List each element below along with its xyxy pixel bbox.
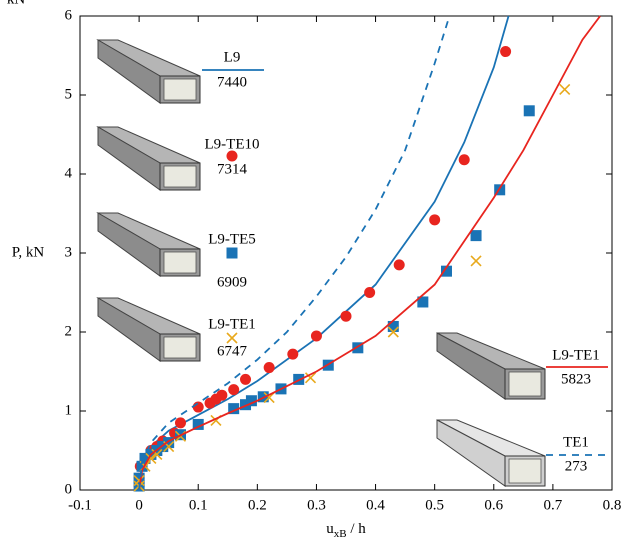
- y-tick-label: 2: [65, 323, 73, 339]
- data-point: [192, 401, 204, 413]
- x-label-sub: xB: [334, 528, 347, 540]
- x-tick-label: 0.7: [544, 497, 563, 513]
- beam-face: [163, 78, 197, 101]
- legend-marker: [226, 247, 238, 259]
- x-tick-label: 0.1: [189, 497, 208, 513]
- data-point: [393, 259, 405, 271]
- data-point: [163, 437, 175, 449]
- data-point: [151, 448, 163, 461]
- legend-label: TE1: [563, 434, 589, 450]
- x-axis-label: uxB / h: [326, 521, 366, 539]
- beam-illustration: [96, 212, 201, 277]
- x-tick-label: 0.2: [248, 497, 267, 513]
- x-label-main: u: [326, 521, 334, 537]
- data-point: [470, 255, 482, 267]
- data-point: [429, 214, 441, 226]
- x-tick-label: 0.3: [307, 497, 326, 513]
- beam-face: [508, 458, 542, 484]
- data-point: [470, 230, 482, 242]
- beam-illustration: [96, 126, 201, 191]
- legend-value: 6747: [217, 343, 248, 359]
- data-point: [245, 395, 257, 407]
- data-point: [139, 452, 151, 464]
- data-line: [138, 15, 451, 491]
- beam-face: [163, 165, 197, 188]
- data-point: [364, 287, 376, 298]
- legend-label: L9-TE1: [208, 316, 255, 332]
- y-tick-label: 1: [65, 402, 73, 418]
- data-point: [352, 342, 364, 354]
- data-point: [500, 46, 512, 58]
- data-point: [136, 460, 148, 472]
- data-point: [304, 372, 317, 384]
- x-tick-label: 0.5: [425, 497, 444, 513]
- beam-illustration: [96, 297, 201, 362]
- legend-label: L9: [224, 49, 241, 65]
- data-point: [559, 83, 571, 96]
- y-axis-unit: kN: [7, 0, 26, 7]
- data-point: [287, 348, 299, 360]
- data-point: [458, 154, 470, 166]
- data-point: [228, 384, 240, 396]
- data-line: [138, 15, 601, 491]
- y-tick-label: 3: [65, 244, 73, 260]
- data-point: [240, 399, 252, 411]
- legend-label: L9-TE5: [208, 231, 255, 247]
- x-tick-label: 0.6: [484, 497, 503, 513]
- data-point: [340, 310, 352, 322]
- data-point: [133, 474, 145, 487]
- y-tick-label: 5: [65, 86, 73, 102]
- data-point: [310, 330, 322, 342]
- beam-illustration: [436, 332, 546, 400]
- legend-label: L9-TE10: [205, 136, 260, 152]
- x-label-rest: / h: [347, 521, 367, 537]
- beam-face: [508, 371, 542, 397]
- legend-value: 7440: [217, 74, 247, 90]
- legend-value: 6909: [217, 274, 247, 290]
- legend-label: L9-TE1: [552, 347, 599, 363]
- data-point: [523, 105, 535, 117]
- beam-illustration: [436, 419, 546, 487]
- y-tick-label: 6: [65, 7, 73, 23]
- data-point: [133, 472, 145, 484]
- y-axis-label: P, kN: [12, 244, 45, 260]
- legend-value: 7314: [217, 161, 248, 177]
- data-point: [240, 373, 252, 385]
- x-tick-label: 0.8: [603, 497, 622, 513]
- x-tick-label: 0.4: [366, 497, 385, 513]
- data-point: [174, 417, 186, 429]
- data-point: [387, 326, 399, 338]
- legend-marker: [226, 332, 238, 344]
- data-point: [192, 418, 204, 430]
- beam-illustration: [96, 39, 201, 104]
- data-point: [387, 320, 399, 332]
- legend-value: 273: [565, 458, 588, 474]
- data-point: [440, 265, 452, 277]
- data-point: [417, 296, 429, 308]
- data-point: [257, 391, 269, 403]
- data-point: [263, 362, 275, 374]
- beam-face: [163, 251, 197, 274]
- beam-face: [163, 336, 197, 359]
- legend-marker: [226, 150, 238, 162]
- x-tick-label: -0.1: [68, 497, 92, 513]
- data-point: [216, 389, 228, 401]
- y-tick-label: 4: [65, 165, 73, 181]
- data-point: [228, 403, 240, 415]
- x-tick-label: 0: [135, 497, 143, 513]
- y-tick-label: 0: [65, 481, 73, 497]
- legend-value: 5823: [561, 371, 591, 387]
